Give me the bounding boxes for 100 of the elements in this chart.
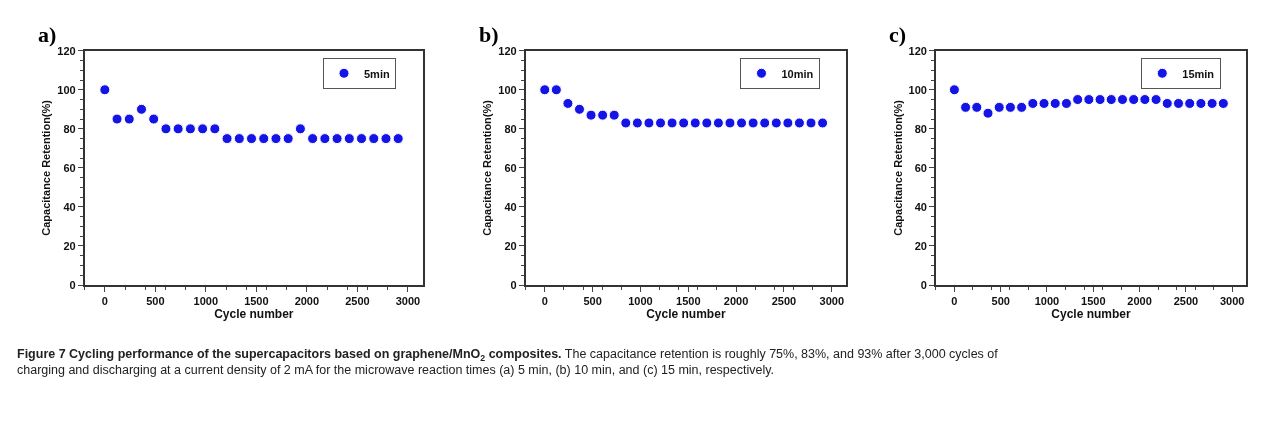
point xyxy=(343,133,355,145)
legend-label: 15min xyxy=(1182,67,1215,80)
point xyxy=(380,133,392,145)
point xyxy=(597,109,609,121)
y-tick-label: 120 xyxy=(498,44,517,57)
point xyxy=(805,117,817,129)
point xyxy=(712,117,724,129)
x-tick-label: 2000 xyxy=(294,294,320,307)
point xyxy=(111,113,123,125)
y-tick-label: 40 xyxy=(914,200,927,213)
y-tick-label: 60 xyxy=(63,161,76,174)
chart-title: a) xyxy=(38,22,57,47)
y-axis-title: Capacitance Retention(%) xyxy=(891,99,904,236)
point xyxy=(562,97,574,109)
point xyxy=(573,103,585,115)
y-axis-title: Capacitance Retention(%) xyxy=(40,99,53,236)
y-tick-label: 40 xyxy=(63,200,76,213)
y-tick-label: 60 xyxy=(914,161,927,174)
x-tick-label: 1500 xyxy=(676,294,701,307)
point xyxy=(539,84,551,96)
point xyxy=(678,117,690,129)
point xyxy=(258,133,270,145)
legend-label: 10min xyxy=(781,67,814,80)
point xyxy=(770,117,782,129)
x-tick-label: 1000 xyxy=(1034,294,1060,307)
point xyxy=(233,133,245,145)
point xyxy=(123,113,135,125)
y-tick-label: 40 xyxy=(504,200,517,213)
x-tick-label: 2000 xyxy=(723,294,749,307)
x-tick-label: 1500 xyxy=(244,294,269,307)
y-tick-label: 0 xyxy=(510,278,517,291)
point xyxy=(294,123,306,135)
x-tick-label: 3000 xyxy=(395,294,421,307)
y-tick-label: 120 xyxy=(57,44,76,57)
point xyxy=(585,109,597,121)
x-tick-label: 2500 xyxy=(345,294,370,307)
x-tick-label: 1500 xyxy=(1081,294,1106,307)
y-tick-label: 100 xyxy=(908,83,927,96)
y-tick-label: 0 xyxy=(920,278,927,291)
y-tick-label: 20 xyxy=(63,239,76,252)
point xyxy=(197,123,209,135)
point xyxy=(136,103,147,115)
x-tick-label: 3000 xyxy=(819,294,845,307)
point xyxy=(643,117,655,129)
y-tick-label: 60 xyxy=(504,161,517,174)
point xyxy=(172,123,184,135)
point xyxy=(782,117,794,129)
point xyxy=(282,133,294,145)
legend-label: 5min xyxy=(363,67,390,80)
y-tick-label: 80 xyxy=(504,122,517,135)
point xyxy=(148,113,160,125)
x-tick-label: 2500 xyxy=(771,294,797,307)
x-tick-label: 500 xyxy=(583,294,602,307)
point xyxy=(724,117,736,129)
x-tick-label: 0 xyxy=(951,294,958,307)
chart-title: c) xyxy=(889,22,907,47)
point xyxy=(817,117,829,129)
point xyxy=(793,117,805,129)
x-tick-label: 2000 xyxy=(1127,294,1152,307)
point xyxy=(631,117,643,129)
y-axis-title: Capacitance Retention(%) xyxy=(481,99,494,236)
point xyxy=(736,117,748,129)
point xyxy=(655,117,667,129)
y-tick-label: 100 xyxy=(498,83,517,96)
point xyxy=(209,123,221,135)
x-axis-title: Cycle number xyxy=(646,307,726,322)
x-tick-label: 500 xyxy=(991,294,1010,307)
x-tick-label: 3000 xyxy=(1219,294,1245,307)
x-tick-label: 500 xyxy=(146,294,165,307)
x-tick-label: 0 xyxy=(541,294,548,307)
point xyxy=(319,133,331,145)
point xyxy=(689,117,701,129)
point xyxy=(99,84,111,96)
point xyxy=(666,117,678,129)
x-tick-label: 2500 xyxy=(1173,294,1199,307)
point xyxy=(701,117,713,129)
point xyxy=(331,133,343,145)
chart-title: b) xyxy=(479,22,499,47)
caption: Figure 7 Cycling performance of the supercapacitors based on graphene/MnO$_{2}$ composites. xyxy=(17,347,562,363)
x-tick-label: 1000 xyxy=(628,294,653,307)
point xyxy=(307,133,319,145)
y-tick-label: 120 xyxy=(908,44,927,57)
point xyxy=(246,133,258,145)
y-tick-label: 80 xyxy=(914,122,927,135)
x-tick-label: 1000 xyxy=(193,294,219,307)
point xyxy=(392,133,404,145)
point xyxy=(160,123,172,135)
y-tick-label: 100 xyxy=(57,83,76,96)
y-tick-label: 20 xyxy=(504,239,517,252)
y-tick-label: 80 xyxy=(63,122,76,135)
point xyxy=(270,133,282,145)
point xyxy=(368,133,380,145)
x-tick-label: 0 xyxy=(101,294,108,307)
y-tick-label: 20 xyxy=(914,239,927,252)
point xyxy=(184,123,196,135)
point xyxy=(608,109,620,121)
point xyxy=(759,117,771,129)
point xyxy=(620,117,632,129)
point xyxy=(356,133,368,145)
point xyxy=(747,117,759,129)
